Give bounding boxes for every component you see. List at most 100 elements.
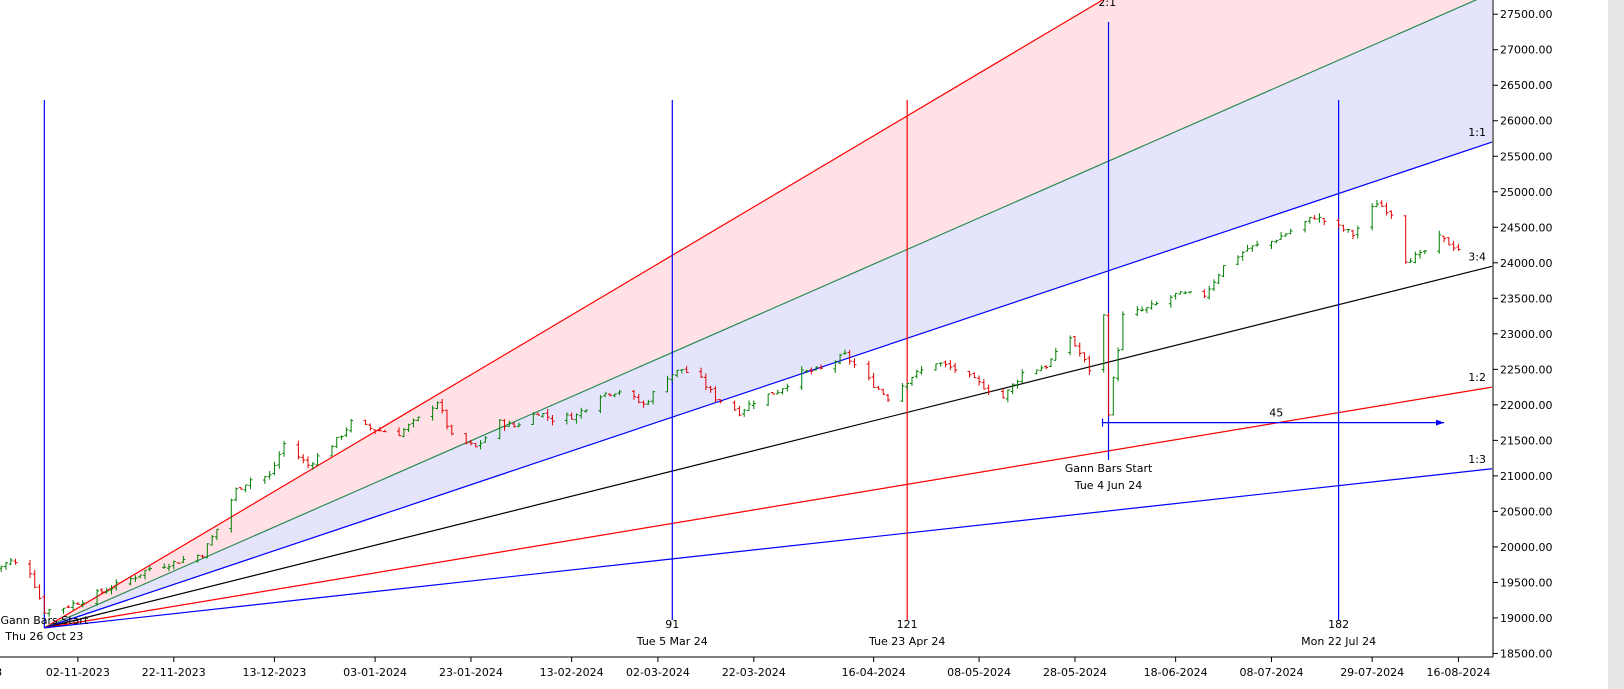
- fan-line-2-1: [44, 0, 1104, 629]
- ohlc-bar: [171, 560, 176, 570]
- fan-ratio-label: 2:1: [1098, 0, 1116, 9]
- ohlc-bar: [718, 398, 723, 404]
- ohlc-bar: [1379, 200, 1384, 207]
- ohlc-bar: [699, 367, 704, 378]
- ohlc-bar: [531, 412, 536, 426]
- ohlc-bar: [1178, 291, 1183, 295]
- bar-count-date: Tue 23 Apr 24: [868, 635, 945, 648]
- ohlc-bar: [1135, 306, 1140, 317]
- ohlc-bar: [842, 349, 847, 355]
- y-tick-label: 21000.00: [1500, 470, 1553, 483]
- ohlc-bar: [1111, 376, 1116, 416]
- ohlc-bar: [1207, 285, 1212, 300]
- ohlc-bar: [574, 413, 579, 424]
- ohlc-bar: [1154, 301, 1159, 306]
- ohlc-bar: [397, 427, 402, 437]
- ohlc-bar: [948, 359, 953, 371]
- fan-lines-layer: [44, 0, 1493, 629]
- ohlc-bar: [1053, 347, 1058, 361]
- ohlc-bar: [780, 388, 785, 395]
- ohlc-bar: [1173, 292, 1178, 300]
- y-tick-label: 19500.00: [1500, 576, 1553, 589]
- ohlc-bar: [95, 589, 100, 606]
- ohlc-bar: [502, 419, 507, 431]
- ohlc-bar: [109, 585, 114, 595]
- ohlc-bar: [262, 476, 267, 484]
- ohlc-bar: [128, 577, 133, 586]
- ohlc-bar: [909, 377, 914, 386]
- ohlc-bar: [1413, 251, 1418, 264]
- ohlc-bar: [310, 461, 315, 470]
- ohlc-bar: [770, 392, 775, 395]
- scrollbar-strip: [1608, 0, 1624, 689]
- fan-line-mid: [44, 0, 1478, 629]
- ohlc-bar: [603, 392, 608, 398]
- ohlc-bar: [972, 372, 977, 379]
- ohlc-bar: [684, 365, 689, 373]
- x-tick-label: 16-04-2024: [842, 666, 906, 679]
- ohlc-bar: [1288, 228, 1293, 235]
- second-start-label: Gann Bars Start: [1065, 462, 1153, 475]
- ohlc-bar: [1188, 291, 1193, 294]
- ohlc-bar: [143, 569, 148, 580]
- ohlc-bar: [516, 422, 521, 428]
- ohlc-bar: [550, 414, 555, 426]
- ohlc-bar: [1250, 245, 1255, 253]
- gann-start-date-label: Thu 26 Oct 23: [4, 630, 83, 643]
- ohlc-bar: [766, 393, 771, 406]
- ohlc-bar: [1106, 312, 1111, 417]
- ohlc-bar: [1072, 335, 1077, 347]
- ohlc-bar: [0, 565, 4, 573]
- y-tick-label: 21500.00: [1500, 434, 1553, 447]
- ohlc-bar: [99, 587, 104, 594]
- ohlc-bar: [1384, 202, 1389, 216]
- ohlc-bar: [411, 418, 416, 428]
- ohlc-bar: [377, 426, 382, 432]
- fan-line-1-2: [44, 386, 1493, 629]
- ohlc-bar: [1240, 251, 1245, 261]
- ohlc-bar: [497, 419, 502, 440]
- ohlc-bar: [675, 369, 680, 378]
- ohlc-bar: [66, 605, 71, 609]
- ohlc-bar: [737, 405, 742, 417]
- y-tick-label: 26500.00: [1500, 79, 1553, 92]
- ohlc-bar: [272, 461, 277, 476]
- ohlc-bar: [401, 428, 406, 438]
- ohlc-bars-layer: [0, 199, 1461, 617]
- labels-layer: 2:1 1:1 3:4 1:2 1:3 Gann Bars Start Thu 26 Oct…: [1, 0, 1486, 648]
- ohlc-bar: [833, 360, 838, 373]
- ohlc-bar: [679, 369, 684, 374]
- x-tick-label: 08-07-2024: [1240, 666, 1304, 679]
- ohlc-bar: [1068, 335, 1073, 356]
- x-tick-label: 13-02-2024: [540, 666, 604, 679]
- ohlc-bar: [665, 375, 670, 393]
- y-tick-label: 24500.00: [1500, 221, 1553, 234]
- ohlc-bar: [852, 358, 857, 368]
- ohlc-bar: [1087, 355, 1092, 375]
- ohlc-bar: [1183, 290, 1188, 295]
- ohlc-bar: [799, 366, 804, 390]
- ohlc-bar: [435, 401, 440, 410]
- ohlc-bar: [32, 569, 37, 589]
- ohlc-bar: [507, 420, 512, 427]
- ohlc-bar: [1211, 279, 1216, 292]
- ohlc-bar: [747, 400, 751, 411]
- x-tick-label: 02-03-2024: [626, 666, 690, 679]
- ohlc-bar: [445, 409, 450, 430]
- fan-ratio-label: 3:4: [1468, 250, 1486, 263]
- ohlc-bar: [809, 367, 814, 375]
- ohlc-bar: [804, 370, 809, 373]
- ohlc-bar: [473, 443, 478, 448]
- ohlc-bar: [1370, 203, 1375, 231]
- ohlc-bar: [1120, 311, 1125, 351]
- ohlc-bar: [1235, 255, 1240, 266]
- ohlc-bar: [114, 579, 119, 591]
- ohlc-bar: [8, 557, 13, 566]
- ohlc-bar: [540, 413, 545, 418]
- ohlc-bar: [1101, 314, 1106, 373]
- ohlc-bar: [1374, 199, 1379, 208]
- y-tick-label: 26000.00: [1500, 115, 1553, 128]
- y-tick-label: 24000.00: [1500, 257, 1553, 270]
- ohlc-bar: [1039, 365, 1044, 372]
- ohlc-bar: [1269, 240, 1274, 250]
